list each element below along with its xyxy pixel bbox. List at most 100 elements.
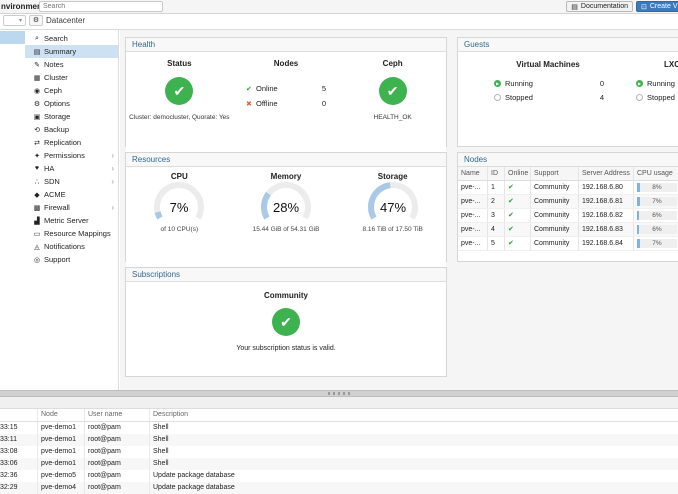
nodes-online-row: ✔ Online 5 <box>246 84 326 93</box>
task-time: 33:11 <box>0 434 38 446</box>
cpu-usage-bar: 7% <box>637 239 677 248</box>
sidebar-item-label: Cluster <box>44 73 68 82</box>
heart-icon: ♥ <box>34 165 40 172</box>
cpu-usage-label: 8% <box>652 184 662 191</box>
search-icon: ⌕ <box>35 34 39 42</box>
sidebar-item-options[interactable]: ⚙ Options <box>25 97 118 110</box>
nodes-column-header[interactable]: Support <box>531 167 579 180</box>
lxc-stopped-row: Stopped <box>636 93 678 102</box>
task-column-header[interactable] <box>0 409 38 421</box>
status-heading: Status <box>167 59 192 68</box>
task-row[interactable]: 33:08 pve-demo1 root@pam Shell <box>0 446 678 458</box>
node-name: pve-... <box>458 195 488 208</box>
node-support: Community <box>531 223 579 236</box>
task-row[interactable]: 33:11 pve-demo1 root@pam Shell <box>0 434 678 446</box>
nodes-column-header[interactable]: Name <box>458 167 488 180</box>
gauge-storage: Storage 47% 8.16 TiB of 17.50 TiB <box>339 167 446 275</box>
online-label: Online <box>256 84 278 93</box>
sidebar-item-backup[interactable]: ⟲ Backup <box>25 123 118 136</box>
task-description: Update package database <box>153 472 235 479</box>
offline-label: Offline <box>256 99 278 108</box>
horizontal-splitter[interactable] <box>0 390 678 397</box>
nodes-column-header[interactable]: Online <box>505 167 531 180</box>
sidebar-item-resource-mappings[interactable]: ▭ Resource Mappings <box>25 227 118 240</box>
view-selector-dropdown[interactable]: ▾ <box>3 15 26 26</box>
sidebar-item-acme[interactable]: ◆ ACME <box>25 188 118 201</box>
sidebar-item-summary[interactable]: ▤ Summary <box>25 45 118 58</box>
book-icon: ▤ <box>571 3 578 11</box>
node-row[interactable]: pve-... 3 ✔ Community 192.168.6.82 6% <box>458 209 678 223</box>
node-name: pve-... <box>458 181 488 194</box>
node-address: 192.168.6.80 <box>579 181 634 194</box>
cpu-usage-fill <box>637 197 640 206</box>
sidebar-item-storage[interactable]: ▣ Storage <box>25 110 118 123</box>
node-address: 192.168.6.81 <box>579 195 634 208</box>
sidebar-item-label: ACME <box>44 190 66 199</box>
sidebar-item-permissions[interactable]: ✦ Permissions › <box>25 149 118 162</box>
task-row[interactable]: 33:15 pve-demo1 root@pam Shell <box>0 422 678 434</box>
node-online: ✔ <box>505 195 531 208</box>
sidebar-item-ha[interactable]: ♥ HA › <box>25 162 118 175</box>
task-row[interactable]: 32:29 pve-demo4 root@pam Update package dat… <box>0 482 678 494</box>
cpu-usage-label: 7% <box>652 198 662 205</box>
monitor-icon: ⊡ <box>641 3 647 11</box>
node-id: 4 <box>488 223 505 236</box>
task-row[interactable]: 32:36 pve-demo5 root@pam Update package dat… <box>0 470 678 482</box>
vm-stopped-count: 4 <box>599 93 604 102</box>
book-icon: ▤ <box>33 48 41 56</box>
create-vm-button[interactable]: ⊡ Create VM <box>636 1 678 12</box>
nodes-column-header[interactable]: Server Address <box>579 167 634 180</box>
stopped-icon <box>636 94 643 101</box>
sidebar-item-cluster[interactable]: ▦ Cluster <box>25 71 118 84</box>
tree-selected-item[interactable] <box>0 31 25 44</box>
svg-text:7%: 7% <box>170 200 189 215</box>
node-id: 3 <box>488 209 505 222</box>
node-row[interactable]: pve-... 2 ✔ Community 192.168.6.81 7% <box>458 195 678 209</box>
task-description: Shell <box>153 424 169 431</box>
node-support: Community <box>531 209 579 222</box>
node-online: ✔ <box>505 223 531 236</box>
cpu-usage-label: 6% <box>652 226 662 233</box>
running-label: Running <box>505 79 533 88</box>
network-icon: ∴ <box>34 178 40 186</box>
gauge-arc: 7% <box>154 182 205 220</box>
node-row[interactable]: pve-... 4 ✔ Community 192.168.6.83 6% <box>458 223 678 237</box>
nodes-column-header[interactable]: CPU usage <box>634 167 678 180</box>
task-row[interactable]: 33:06 pve-demo1 root@pam Shell <box>0 458 678 470</box>
sidebar-item-replication[interactable]: ⇄ Replication <box>25 136 118 149</box>
nodes-column-header[interactable]: ID <box>488 167 505 180</box>
sidebar-item-ceph[interactable]: ◉ Ceph <box>25 84 118 97</box>
sidebar-item-sdn[interactable]: ∴ SDN › <box>25 175 118 188</box>
documentation-button[interactable]: ▤ Documentation <box>566 1 633 12</box>
sidebar-item-label: Replication <box>44 138 82 147</box>
sidebar-item-metric-server[interactable]: ▟ Metric Server <box>25 214 118 227</box>
gauge-caption: 15.44 GiB of 54.31 GiB <box>252 226 320 233</box>
sidebar-item-label: Notes <box>44 60 64 69</box>
node-row[interactable]: pve-... 5 ✔ Community 192.168.6.84 7% <box>458 237 678 251</box>
sidebar-item-support[interactable]: ◎ Support <box>25 253 118 266</box>
folder-icon: ▭ <box>33 230 41 238</box>
certificate-icon: ◆ <box>34 191 40 199</box>
cpu-usage-fill <box>637 183 641 192</box>
breadcrumb-bar: ▾ ⚙ Datacenter <box>0 13 678 30</box>
task-column-header[interactable]: Node <box>38 409 85 421</box>
task-column-header[interactable]: Description <box>153 411 189 418</box>
sidebar-item-firewall[interactable]: ▩ Firewall › <box>25 201 118 214</box>
node-id: 5 <box>488 237 505 250</box>
gauge-title: Storage <box>377 172 408 181</box>
sidebar-item-notes[interactable]: ✎ Notes <box>25 58 118 71</box>
node-cpu: 8% <box>634 181 678 194</box>
global-search-input[interactable] <box>39 1 163 12</box>
sidebar-item-notifications[interactable]: ◬ Notifications <box>25 240 118 253</box>
sidebar-item-search[interactable]: ⌕ Search <box>25 32 118 45</box>
task-column-header[interactable]: User name <box>85 409 150 421</box>
task-user: root@pam <box>85 458 150 470</box>
tree-settings-button[interactable]: ⚙ <box>29 15 43 26</box>
node-name: pve-... <box>458 209 488 222</box>
chevron-right-icon: › <box>111 163 114 173</box>
node-row[interactable]: pve-... 1 ✔ Community 192.168.6.80 8% <box>458 181 678 195</box>
gauge-arc: 47% <box>367 182 418 220</box>
resource-tree[interactable] <box>0 30 26 390</box>
sidebar-item-label: Permissions <box>44 151 85 160</box>
